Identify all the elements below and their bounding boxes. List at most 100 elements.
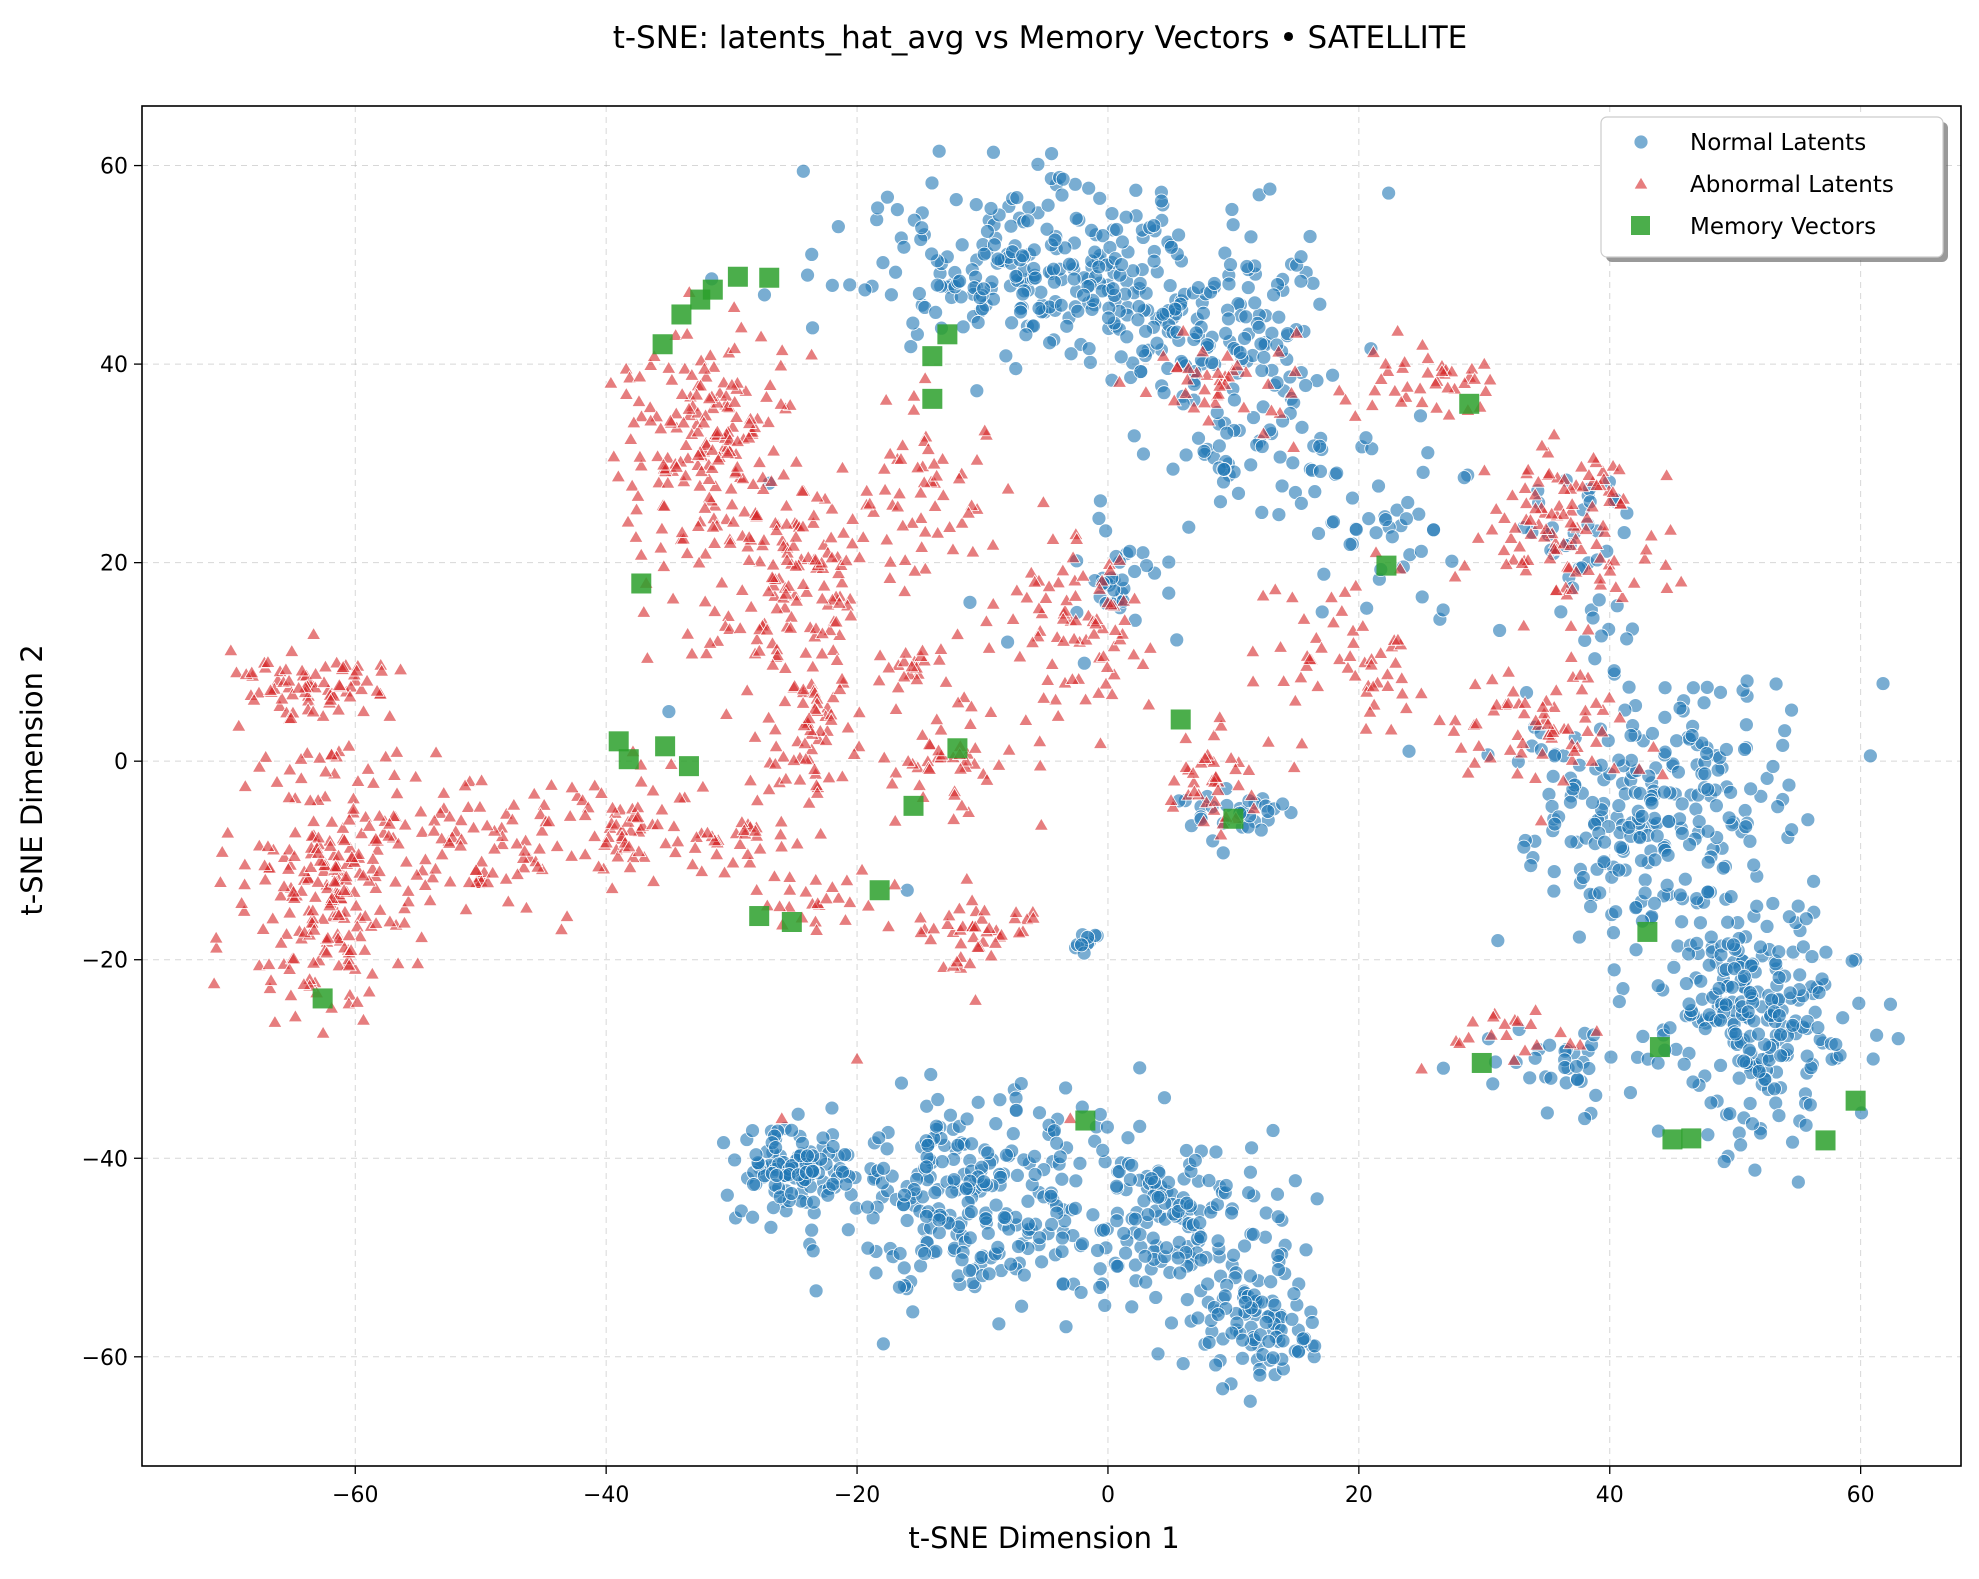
normal-latent-point [913,1258,928,1274]
abnormal-latent-point [473,854,490,868]
abnormal-latent-point [516,843,533,857]
normal-latent-point [952,273,968,289]
normal-latent-point [804,246,820,262]
normal-latent-point [1270,1209,1286,1225]
normal-latent-point [1753,788,1769,804]
abnormal-latent-point [267,1014,283,1028]
abnormal-latent-point [1229,358,1245,372]
abnormal-latent-point [515,850,531,864]
abnormal-latent-point [441,809,458,823]
normal-latent-point [1169,632,1185,648]
abnormal-latent-point [424,869,441,884]
normal-latent-point [1592,885,1608,901]
abnormal-latent-point [830,890,847,904]
abnormal-latent-point [935,487,952,501]
normal-latent-point [1020,1216,1036,1232]
abnormal-latent-point [307,666,324,680]
abnormal-latent-point [1185,765,1201,779]
abnormal-latent-point [1595,518,1611,532]
abnormal-latent-point [1580,723,1596,737]
normal-latent-point [978,1211,994,1227]
abnormal-latent-point [628,529,644,543]
abnormal-latent-point [993,927,1010,941]
normal-latent-point [1018,327,1034,343]
normal-latent-point [1154,193,1169,209]
abnormal-latent-point [1394,670,1410,684]
normal-latent-point [876,1160,891,1176]
normal-latent-point [1218,1178,1234,1193]
abnormal-latent-point [775,749,792,763]
abnormal-latent-point [357,942,373,956]
normal-latent-point [987,237,1002,253]
abnormal-latent-point [400,894,417,908]
abnormal-latent-point [382,708,398,722]
x-tick-label: 60 [1847,1483,1875,1508]
normal-latent-point [1710,762,1726,778]
abnormal-latent-point [814,625,831,640]
normal-latent-point [875,1336,891,1352]
abnormal-latent-point [1062,1110,1079,1124]
abnormal-latent-point [323,747,340,761]
normal-latent-point [1726,961,1742,976]
abnormal-latent-point [389,785,405,800]
abnormal-latent-point [1206,727,1222,742]
normal-latent-point [1728,1026,1744,1042]
normal-latent-point [1008,361,1024,377]
abnormal-latent-point [335,820,351,834]
abnormal-latent-point [931,652,948,666]
abnormal-latent-point [574,792,591,806]
abnormal-latent-point [373,663,390,677]
normal-latent-point [1359,600,1375,616]
abnormal-latent-point [697,546,714,560]
abnormal-latent-point [484,865,501,879]
abnormal-latent-point [532,806,549,820]
normal-latent-point [1136,1193,1152,1209]
abnormal-latent-point [294,663,310,677]
abnormal-latent-point [1111,552,1128,566]
abnormal-latent-point [1497,1016,1513,1030]
abnormal-latent-point [643,357,659,371]
abnormal-latent-point [434,847,450,861]
abnormal-latent-point [764,569,780,583]
normal-latent-point [1122,543,1138,559]
abnormal-latent-point [708,846,725,861]
abnormal-latent-point [677,468,694,482]
normal-latent-point [1657,680,1673,696]
normal-latent-point [1033,284,1049,300]
normal-latent-point [1009,1168,1025,1183]
abnormal-latent-point [283,710,299,724]
abnormal-latent-point [887,813,903,827]
abnormal-latent-point [756,532,772,546]
abnormal-latent-point [282,762,298,776]
normal-latent-point [1243,1164,1258,1180]
abnormal-latent-point [1005,611,1021,625]
normal-latent-point [1400,495,1416,510]
abnormal-latent-point [276,849,292,863]
abnormal-latent-point [688,829,705,843]
abnormal-latent-point [913,924,929,938]
abnormal-latent-point [891,486,908,500]
abnormal-latent-point [1213,827,1229,841]
abnormal-latent-point [1241,762,1257,776]
abnormal-latent-point [1592,550,1608,564]
abnormal-latent-point [963,698,980,713]
abnormal-latent-point [1482,750,1499,764]
abnormal-latent-point [265,910,281,925]
abnormal-latent-point [965,929,982,943]
normal-latent-point [1068,210,1084,226]
abnormal-latent-point [1365,344,1382,358]
abnormal-latent-point [606,448,622,463]
normal-latent-point [1606,925,1621,941]
abnormal-latent-point [442,874,458,888]
abnormal-latent-point [1367,382,1383,397]
abnormal-latent-point [315,1025,331,1039]
abnormal-latent-point [1536,706,1552,720]
normal-latent-point [1137,1248,1153,1264]
normal-latent-point [1139,558,1154,573]
abnormal-latent-point [1345,635,1362,649]
abnormal-latent-point [663,756,679,770]
normal-latent-point [1577,632,1593,648]
plot-points [206,143,1906,1409]
abnormal-latent-point [1506,1052,1522,1066]
abnormal-latent-point [1518,562,1534,577]
